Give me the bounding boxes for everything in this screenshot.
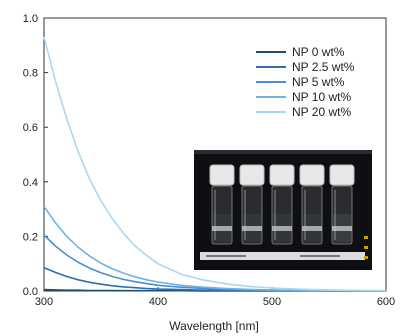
vials-photo-icon <box>194 150 372 270</box>
x-tick-label: 500 <box>263 296 281 308</box>
x-tick-label: 400 <box>149 296 167 308</box>
y-tick-label: 0.6 <box>23 122 38 134</box>
legend-label: NP 20 wt% <box>292 105 351 119</box>
y-tick-label: 0.0 <box>23 286 38 298</box>
legend-label: NP 10 wt% <box>292 90 351 104</box>
x-tick-label: 600 <box>377 296 395 308</box>
y-tick-label: 0.8 <box>23 68 38 80</box>
legend: NP 0 wt%NP 2.5 wt%NP 5 wt%NP 10 wt%NP 20… <box>256 45 355 119</box>
legend-label: NP 5 wt% <box>292 75 345 89</box>
y-tick-label: 1.0 <box>23 13 38 25</box>
series-lines <box>43 36 387 292</box>
legend-label: NP 2.5 wt% <box>292 60 355 74</box>
legend-label: NP 0 wt% <box>292 45 345 59</box>
series-line <box>43 205 387 292</box>
axis-ticks: 300 400 500 600 0.0 0.2 0.4 0.6 0.8 1.0 <box>23 13 395 308</box>
y-tick-label: 0.2 <box>23 231 38 243</box>
x-axis-title: Wavelength [nm] <box>169 319 259 333</box>
y-tick-label: 0.4 <box>23 177 38 189</box>
series-line <box>43 36 387 292</box>
x-tick-label: 300 <box>35 296 53 308</box>
